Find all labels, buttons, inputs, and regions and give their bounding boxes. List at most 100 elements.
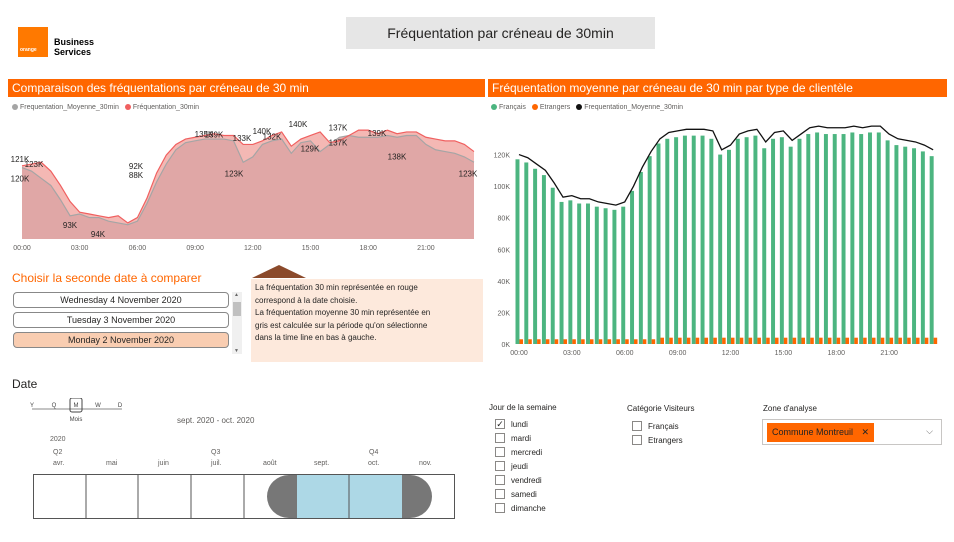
legend-item-frequentation[interactable]: Fréquentation_30min [124,104,200,111]
checkbox[interactable] [632,421,642,431]
checkbox[interactable] [495,489,505,499]
bar-etrangers [563,339,568,344]
scrollbar-thumb[interactable] [233,302,241,316]
zone-chip[interactable]: Commune Montreuil ✕ [767,423,875,442]
bar-francais [894,145,899,344]
legend-item-francais[interactable]: Français [491,104,526,111]
bar-francais [550,187,555,344]
category-option[interactable]: Français [632,419,683,433]
checkbox[interactable] [495,461,505,471]
granularity-selected-box [69,398,83,413]
granularity-selector[interactable]: Y Q M W D Mois [26,398,136,424]
timeline-right-handle[interactable] [402,475,432,518]
category-label: Français [648,421,679,431]
bar-francais [559,201,564,344]
date-option[interactable]: Tuesday 3 November 2020 [13,312,229,328]
checkbox[interactable] [495,475,505,485]
bar-etrangers [739,337,744,344]
date-list-scrollbar[interactable]: ▲ ▼ [232,292,242,354]
day-option[interactable]: vendredi [495,473,546,487]
x-tick-label: 03:00 [71,245,89,252]
data-label: 123K [25,160,44,169]
bar-etrangers [845,337,850,344]
data-label: 88K [129,171,144,180]
day-option[interactable]: jeudi [495,459,546,473]
zone-dropdown[interactable]: Commune Montreuil ✕ ⌵ [762,419,942,445]
day-option[interactable]: mercredi [495,445,546,459]
timeline-left-handle[interactable] [267,475,297,518]
data-label: 138K [388,152,407,161]
date-option[interactable]: Wednesday 4 November 2020 [13,292,229,308]
checkbox[interactable] [495,433,505,443]
bar-etrangers [933,337,938,344]
bar-etrangers [598,339,603,344]
bar-etrangers [695,337,700,344]
left-area-chart[interactable]: 00:00 03:00 06:00 09:00 12:00 15:00 18:00 21:00… [8,115,485,255]
bar-etrangers [819,337,823,344]
scroll-up-icon[interactable]: ▲ [234,292,239,298]
area-moyenne [22,135,474,239]
bar-etrangers [669,337,673,344]
bar-francais [515,159,520,344]
bar-francais [577,203,582,344]
checkbox[interactable] [632,435,642,445]
legend-item-moyenne[interactable]: Frequentation_Moyenne_30min [576,104,683,111]
granularity-m[interactable]: M [74,403,79,409]
x-tick-label: 09:00 [186,245,204,252]
category-option[interactable]: Etrangers [632,433,683,447]
bar-etrangers [916,337,920,344]
x-tick-label: 12:00 [722,350,740,357]
bar-francais [682,135,687,344]
day-option[interactable]: dimanche [495,501,546,515]
bar-francais [850,132,855,344]
y-tick-label: 60K [498,247,511,254]
x-tick-label: 00:00 [13,245,31,252]
x-tick-label: 15:00 [775,350,793,357]
timeline-bar[interactable] [33,474,456,520]
granularity-w[interactable]: W [95,403,101,409]
legend-label: Fréquentation_30min [132,104,200,111]
timeline-range-label: sept. 2020 - oct. 2020 [177,416,255,425]
bar-francais [885,140,890,344]
bar-francais [868,132,872,344]
bar-etrangers [827,337,832,344]
day-option[interactable]: samedi [495,487,546,501]
checkbox[interactable] [495,447,505,457]
legend-dot [576,104,583,111]
bar-etrangers [625,339,629,344]
bar-etrangers [863,337,867,344]
legend-dot [491,104,497,111]
scroll-down-icon[interactable]: ▼ [234,348,239,354]
date-option-selected[interactable]: Monday 2 November 2020 [13,332,229,348]
granularity-d[interactable]: D [118,403,123,409]
checkbox[interactable] [495,503,505,513]
legend-item-moyenne[interactable]: Frequentation_Moyenne_30min [12,104,119,111]
page-title: Fréquentation par créneau de 30min [346,17,655,49]
bar-etrangers [792,337,797,344]
bar-etrangers [713,337,717,344]
info-pointer-shape [252,265,306,278]
data-label: 123K [225,169,244,178]
day-label: jeudi [511,461,528,471]
bar-francais [762,148,767,344]
bar-francais [718,154,723,344]
legend-item-etrangers[interactable]: Etrangers [531,104,570,111]
checkbox-checked[interactable]: ✓ [495,418,505,429]
day-label: mardi [511,433,532,443]
bar-francais [541,175,546,344]
chevron-down-icon[interactable]: ⌵ [926,426,933,436]
bar-etrangers [783,337,788,344]
day-option[interactable]: ✓ lundi [495,417,546,431]
close-icon[interactable]: ✕ [861,427,870,437]
bar-etrangers [519,339,523,344]
info-line: correspond à la date choisie. [255,295,358,305]
bar-etrangers [554,339,559,344]
granularity-q[interactable]: Q [52,403,57,409]
bar-francais [647,156,652,344]
granularity-y[interactable]: Y [30,403,34,409]
line-frequentation [21,129,475,224]
bar-etrangers [572,339,576,344]
day-option[interactable]: mardi [495,431,546,445]
bar-etrangers [880,337,885,344]
